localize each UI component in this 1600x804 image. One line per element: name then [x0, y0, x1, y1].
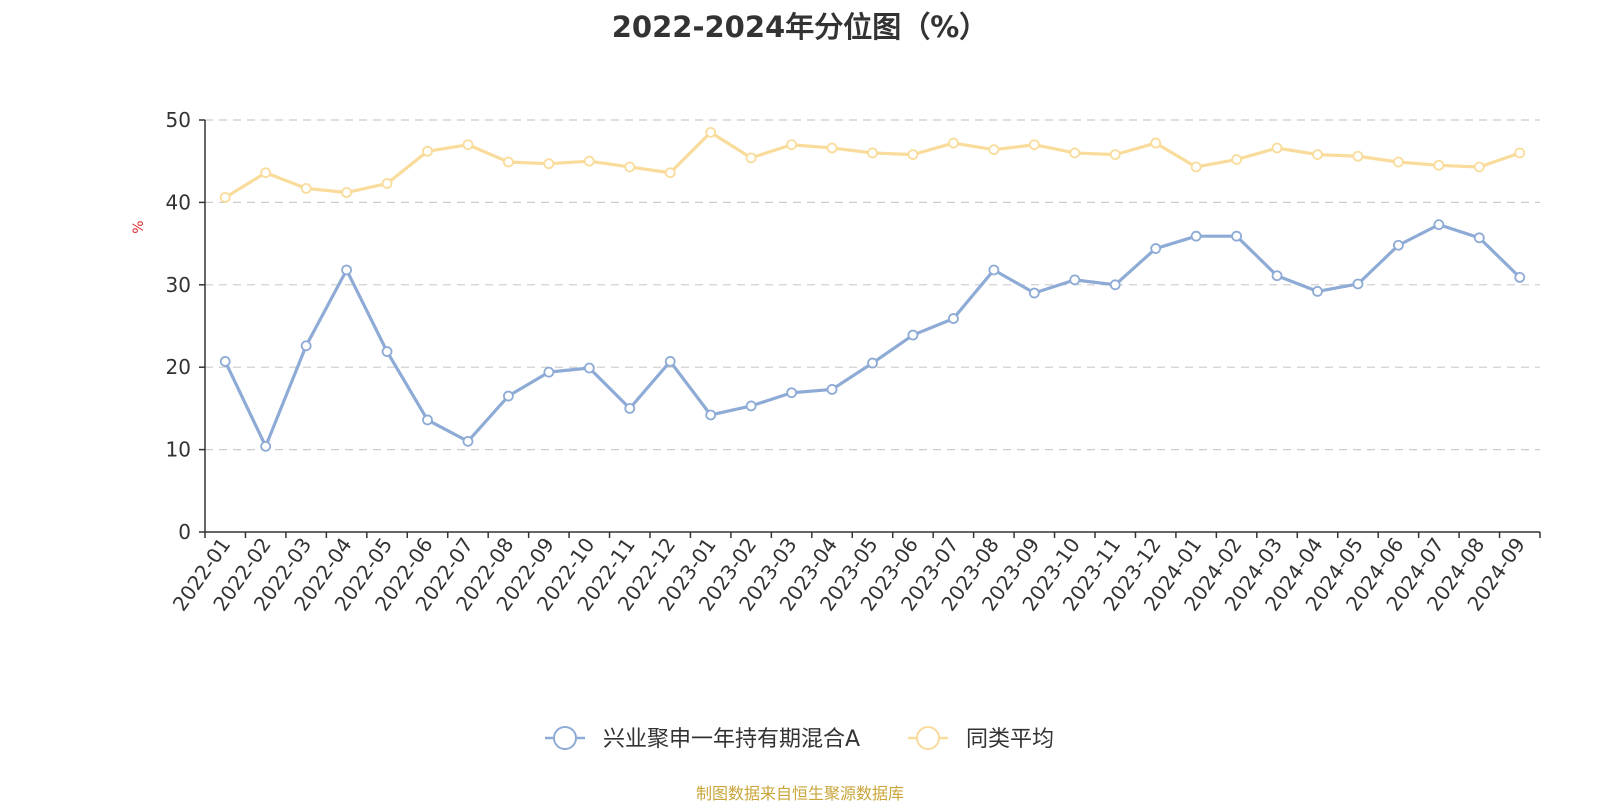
y-tick-label: 50	[166, 108, 191, 132]
legend-label: 兴业聚申一年持有期混合A	[603, 727, 860, 752]
data-point	[1393, 239, 1404, 251]
data-point	[1473, 232, 1485, 244]
data-point	[583, 362, 595, 374]
chart-title: 2022-2024年分位图（%）	[611, 10, 989, 44]
data-point	[1433, 219, 1445, 231]
axes: 01020304050%2022-012022-022022-032022-04…	[131, 108, 1541, 615]
data-point	[1271, 270, 1283, 282]
data-point	[381, 346, 393, 357]
legend-item-1: 同类平均	[908, 726, 1054, 752]
data-point	[745, 400, 757, 412]
data-point	[1393, 156, 1404, 168]
data-point	[705, 126, 717, 138]
data-point	[948, 137, 959, 149]
legend-item-0: 兴业聚申一年持有期混合A	[545, 726, 860, 752]
data-point	[1271, 142, 1283, 154]
data-point	[907, 149, 919, 161]
data-point	[1473, 161, 1485, 173]
data-point	[583, 155, 595, 167]
data-point	[867, 147, 878, 159]
data-point	[826, 142, 838, 154]
y-tick-label: 10	[166, 438, 191, 462]
data-point	[988, 144, 1000, 156]
data-point	[219, 356, 231, 367]
data-point	[1028, 139, 1040, 151]
data-point	[543, 366, 555, 378]
data-point	[503, 390, 514, 402]
data-point	[988, 264, 1000, 276]
data-point	[300, 182, 312, 194]
data-point	[664, 167, 676, 179]
data-point	[624, 402, 636, 414]
data-point	[1514, 271, 1526, 283]
data-point	[1109, 279, 1121, 291]
data-point	[260, 440, 272, 452]
legend-marker	[916, 726, 940, 750]
data-point	[422, 145, 433, 157]
series-1	[219, 126, 1526, 203]
data-point	[907, 329, 919, 341]
y-tick-label: 40	[166, 190, 191, 214]
data-point	[1352, 150, 1364, 162]
series-line	[223, 223, 1522, 448]
data-point	[867, 357, 878, 369]
data-point	[543, 158, 555, 170]
data-point	[1433, 159, 1445, 171]
legend-marker	[553, 726, 577, 750]
data-point	[1109, 149, 1121, 161]
y-tick-label: 20	[166, 355, 191, 379]
data-point	[664, 356, 676, 367]
data-point	[705, 409, 717, 421]
data-point	[786, 139, 797, 151]
y-tick-label: 30	[166, 273, 191, 297]
data-point	[1190, 161, 1202, 173]
source-note: 制图数据来自恒生聚源数据库	[695, 784, 904, 803]
data-point	[422, 414, 433, 426]
data-point	[219, 192, 231, 203]
data-point	[1190, 230, 1202, 242]
data-point	[1069, 274, 1081, 286]
data-point	[462, 435, 474, 447]
data-point	[1028, 287, 1040, 299]
data-point	[503, 156, 514, 168]
data-point	[1231, 230, 1242, 242]
data-point	[948, 313, 959, 324]
y-axis-unit-label: %	[131, 220, 147, 233]
data-point	[826, 384, 838, 395]
grid-lines	[205, 119, 1540, 451]
data-point	[462, 139, 474, 151]
data-point	[1150, 137, 1162, 149]
data-point	[381, 178, 393, 189]
data-point	[300, 340, 312, 352]
line-chart: 01020304050%2022-012022-022022-032022-04…	[131, 108, 1541, 752]
data-point	[341, 187, 352, 198]
series-0	[219, 219, 1526, 452]
data-point	[624, 161, 636, 173]
legend-label: 同类平均	[966, 727, 1054, 752]
data-point	[1312, 149, 1323, 161]
data-point	[1514, 147, 1526, 159]
data-point	[745, 152, 757, 164]
data-point	[260, 167, 272, 179]
data-point	[1312, 285, 1323, 297]
series-lines	[219, 126, 1526, 452]
data-point	[1352, 278, 1364, 290]
data-point	[1231, 154, 1242, 165]
data-point	[786, 387, 797, 399]
data-point	[1150, 243, 1162, 254]
legend: 兴业聚申一年持有期混合A 同类平均	[545, 726, 1054, 752]
y-tick-label: 0	[178, 520, 191, 544]
data-point	[341, 264, 352, 276]
data-point	[1069, 147, 1081, 159]
series-line	[223, 130, 1522, 200]
